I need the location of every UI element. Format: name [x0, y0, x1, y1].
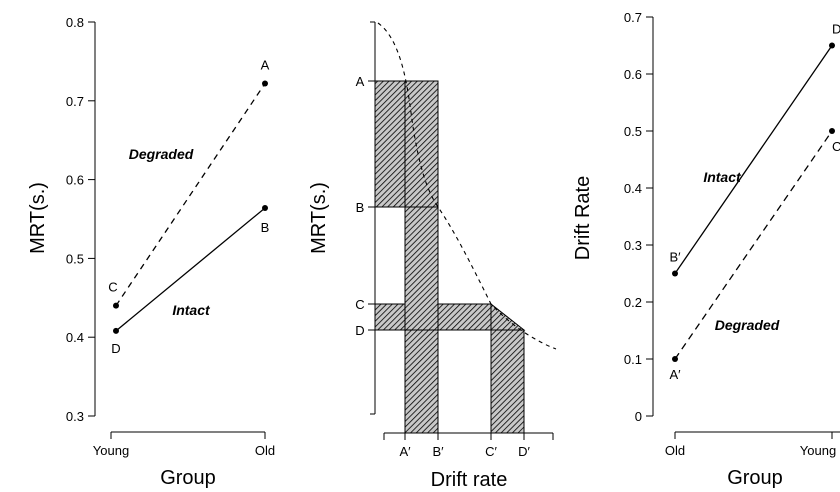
series-line-degraded: [674, 130, 833, 360]
x-level-label: B′: [432, 444, 444, 459]
y-tick-label: 0.6: [66, 173, 84, 188]
series-name-label: Degraded: [129, 146, 194, 162]
point-label: A: [261, 57, 270, 72]
y-tick-label: 0.3: [624, 238, 642, 253]
point-label: C′: [832, 139, 840, 154]
point-label: D′: [832, 22, 840, 37]
x-axis-label: Group: [160, 467, 216, 489]
y-tick-label: 0.8: [66, 15, 84, 30]
y-tick-label: 0.3: [66, 409, 84, 424]
projection-band-cd: [490, 329, 525, 434]
series-name-label: Degraded: [715, 317, 780, 333]
x-axis-label: Group: [727, 467, 783, 489]
y-tick-label: 0.4: [66, 330, 84, 345]
y-tick-label: 0.5: [66, 251, 84, 266]
y-level-label: A: [356, 74, 365, 89]
x-tick-label: Old: [255, 443, 275, 458]
x-level-label: A′: [399, 444, 411, 459]
y-tick-label: 0.6: [624, 67, 642, 82]
point-label: B: [261, 220, 270, 235]
y-level-label: B: [356, 200, 365, 215]
data-point: [829, 42, 835, 49]
x-tick-label: Young: [800, 443, 836, 458]
curve-segment-cd: [490, 302, 526, 331]
series-line-intact: [115, 207, 266, 332]
data-point: [829, 128, 835, 134]
point-label: B′: [669, 250, 681, 265]
series-name-label: Intact: [172, 302, 211, 318]
mrt-drift-curve: [377, 22, 557, 350]
y-level-label: C: [355, 297, 364, 312]
chart-left: 0.3 0.4 0.5 0.6 0.7 0.8 Young Old Group MRT(s.) C A…: [27, 15, 275, 489]
y-tick-label: 0.7: [624, 10, 642, 25]
y-axis-label: Drift Rate: [572, 176, 594, 260]
data-point: [672, 270, 678, 277]
projection-band-a: [374, 80, 406, 208]
point-label: A′: [669, 367, 681, 382]
point-label: D: [111, 341, 120, 356]
x-level-label: C′: [485, 444, 497, 459]
data-point: [262, 204, 268, 211]
y-tick-label: 0.5: [624, 124, 642, 139]
y-level-label: D: [355, 323, 364, 338]
series-line-intact: [674, 45, 833, 274]
data-point: [113, 327, 119, 334]
chart-right: 0 0.1 0.2 0.3 0.4 0.5 0.6 0.7 Old Young Group Drift…: [572, 10, 840, 489]
chart-middle: A B CD A′ B′ C′ D′ Drift rate MRT(s.): [308, 21, 557, 491]
x-tick-label: Old: [665, 443, 685, 458]
data-point: [113, 302, 119, 309]
y-axis-label: MRT(s.): [308, 182, 330, 254]
projection-band-ab: [404, 80, 439, 434]
y-tick-label: 0.7: [66, 94, 84, 109]
x-level-label: D′: [518, 444, 530, 459]
data-point: [262, 80, 268, 87]
series-line-degraded: [115, 83, 266, 307]
y-axis-label: MRT(s.): [27, 182, 49, 254]
data-point: [672, 356, 678, 362]
x-axis-label: Drift rate: [431, 469, 508, 491]
series-name-label: Intact: [703, 169, 742, 185]
y-tick-label: 0.1: [624, 352, 642, 367]
y-tick-label: 0.4: [624, 181, 642, 196]
point-label: C: [108, 280, 117, 295]
y-tick-label: 0: [635, 409, 642, 424]
y-tick-label: 0.2: [624, 295, 642, 310]
x-tick-label: Young: [93, 443, 129, 458]
